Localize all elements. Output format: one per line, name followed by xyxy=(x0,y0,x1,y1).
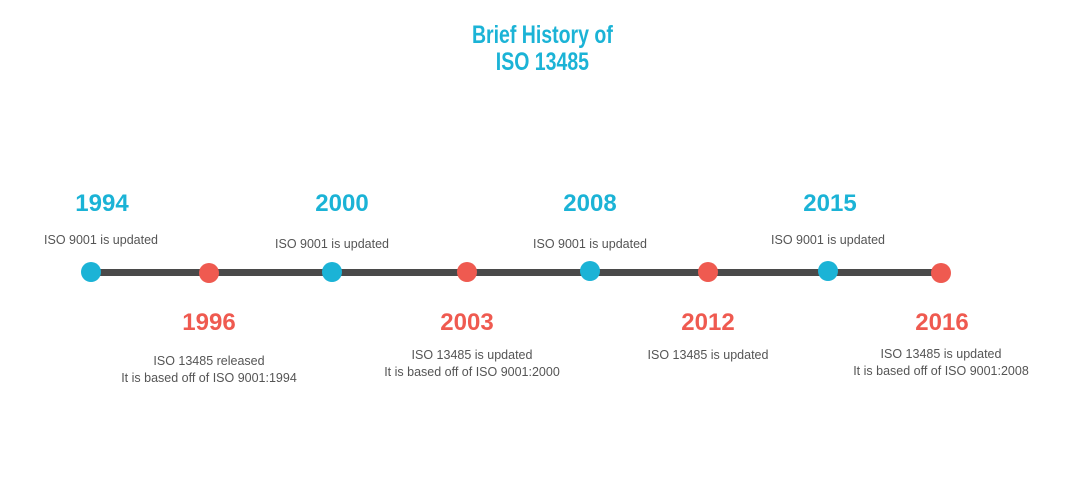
event-desc-1994: ISO 9001 is updated xyxy=(44,233,158,247)
timeline-marker-2012 xyxy=(698,262,718,282)
timeline-marker-2000 xyxy=(322,262,342,282)
diagram-title: Brief History of ISO 13485 xyxy=(119,22,965,76)
event-year-2015: 2015 xyxy=(803,190,857,217)
event-desc-2008: ISO 9001 is updated xyxy=(533,237,647,251)
event-desc-1996: ISO 13485 released It is based off of IS… xyxy=(121,354,297,385)
event-year-2012: 2012 xyxy=(681,309,735,336)
event-year-1996: 1996 xyxy=(182,309,236,336)
timeline-marker-2015 xyxy=(818,261,838,281)
event-desc-2003: ISO 13485 is updated It is based off of … xyxy=(384,348,560,379)
timeline-marker-2016 xyxy=(931,263,951,283)
event-year-2008: 2008 xyxy=(563,190,617,217)
event-desc-2016: ISO 13485 is updated It is based off of … xyxy=(853,347,1029,378)
timeline-marker-2003 xyxy=(457,262,477,282)
event-year-2000: 2000 xyxy=(315,190,369,217)
title-line-2: ISO 13485 xyxy=(495,48,590,76)
event-year-2016: 2016 xyxy=(915,309,969,336)
timeline-track xyxy=(90,269,942,276)
event-year-1994: 1994 xyxy=(75,190,129,217)
timeline-marker-1994 xyxy=(81,262,101,282)
event-desc-2015: ISO 9001 is updated xyxy=(771,233,885,247)
event-year-2003: 2003 xyxy=(440,309,494,336)
event-desc-2000: ISO 9001 is updated xyxy=(275,237,389,251)
title-line-1: Brief History of xyxy=(471,21,613,49)
timeline-marker-1996 xyxy=(199,263,219,283)
timeline-marker-2008 xyxy=(580,261,600,281)
event-desc-2012: ISO 13485 is updated xyxy=(647,348,769,362)
